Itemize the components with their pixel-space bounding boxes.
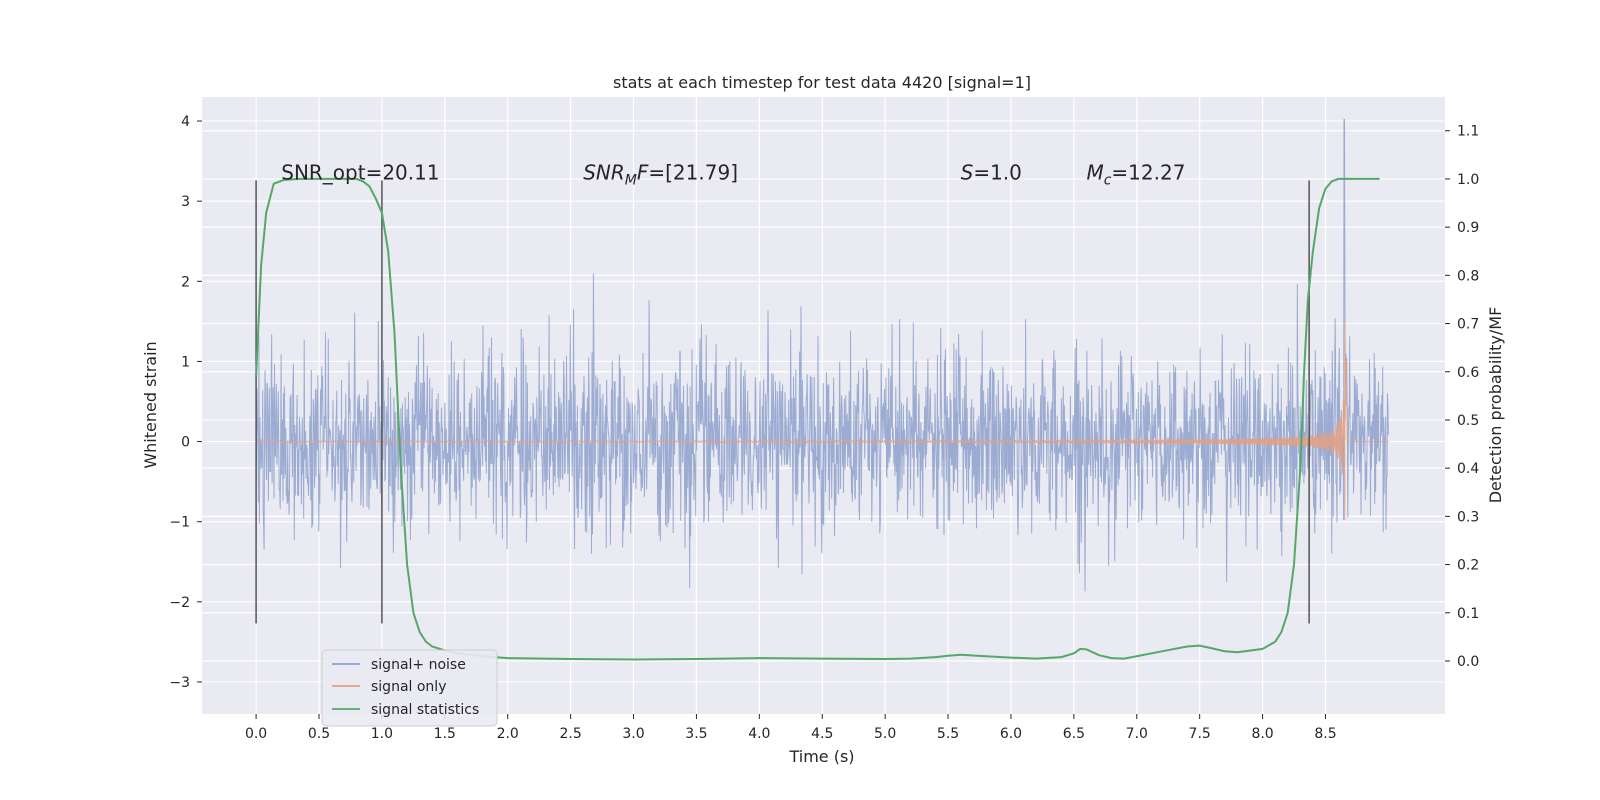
- x-tick-label: 2.5: [559, 726, 581, 742]
- x-tick-label: 1.5: [434, 726, 456, 742]
- x-tick-label: 7.0: [1126, 726, 1148, 742]
- x-tick-label: 8.5: [1314, 726, 1336, 742]
- y-tick-label: 4: [181, 114, 190, 130]
- signal-noise-line: [255, 118, 1389, 592]
- y2-tick-label: 0.5: [1457, 413, 1479, 429]
- x-tick-label: 0.0: [245, 726, 267, 742]
- x-axis-ticks: 0.0 0.5 1.0 1.5 2.0 2.5 3.0 3.5 4.0 4.5 5.0 5.5 6.0 6…: [245, 714, 1337, 742]
- y-tick-label: 1: [181, 354, 190, 370]
- x-tick-label: 7.5: [1189, 726, 1211, 742]
- annotation-snr-mf: SNRMF=[21.79]: [583, 161, 738, 189]
- legend-label-signal-noise: signal+ noise: [371, 657, 466, 673]
- x-tick-label: 4.0: [748, 726, 770, 742]
- y-tick-label: −3: [169, 675, 190, 691]
- x-axis-label: Time (s): [788, 747, 854, 766]
- y2-axis-ticks: 0.0 0.1 0.2 0.3 0.4 0.5 0.6 0.7 0.8 0.9 1.0 1.1: [1445, 124, 1479, 670]
- y2-tick-label: 0.8: [1457, 268, 1479, 284]
- y2-tick-label: 1.0: [1457, 172, 1479, 188]
- y2-tick-label: 0.6: [1457, 365, 1479, 381]
- y2-tick-label: 0.4: [1457, 461, 1479, 477]
- vertical-markers: [255, 180, 1310, 624]
- legend: signal+ noise signal only signal statist…: [321, 649, 498, 727]
- x-tick-label: 4.5: [811, 726, 833, 742]
- x-tick-label: 3.0: [622, 726, 644, 742]
- y2-tick-label: 0.7: [1457, 317, 1479, 333]
- signal-noise-series: [255, 118, 1389, 592]
- y2-tick-label: 0.1: [1457, 606, 1479, 622]
- y-tick-label: 3: [181, 194, 190, 210]
- annotation-mc-value: Mc=12.27: [1086, 161, 1185, 189]
- chart-title: stats at each timestep for test data 442…: [613, 73, 1031, 92]
- legend-label-signal-only: signal only: [371, 679, 446, 695]
- y2-tick-label: 0.3: [1457, 509, 1479, 525]
- signal-only-series: [255, 322, 1389, 521]
- x-tick-label: 1.0: [371, 726, 393, 742]
- y2-tick-label: 0.9: [1457, 220, 1479, 236]
- legend-label-signal-statistics: signal statistics: [371, 702, 479, 718]
- annotation-s-value: S=1.0: [961, 161, 1022, 185]
- y2-axis-label: Detection probability/MF: [1486, 307, 1505, 504]
- x-tick-label: 2.0: [497, 726, 519, 742]
- y2-tick-label: 1.1: [1457, 124, 1479, 140]
- y-axis-ticks: −3 −2 −1 0 1 2 3 4: [169, 114, 202, 691]
- annotation-snr-opt: SNR_opt=20.11: [281, 161, 439, 185]
- x-tick-label: 0.5: [308, 726, 330, 742]
- y2-tick-label: 0.0: [1457, 654, 1479, 670]
- annotations: SNR_opt=20.11 SNRMF=[21.79] S=1.0 Mc=12.27: [281, 161, 1185, 189]
- y-tick-label: −2: [169, 595, 190, 611]
- x-tick-label: 3.5: [685, 726, 707, 742]
- signal-only-line: [255, 322, 1389, 521]
- y2-tick-label: 0.2: [1457, 558, 1479, 574]
- x-tick-label: 5.0: [874, 726, 896, 742]
- signal-statistics-series: [255, 177, 1380, 661]
- y-axis-label: Whitened strain: [141, 341, 160, 468]
- x-tick-label: 6.5: [1063, 726, 1085, 742]
- x-tick-label: 5.5: [937, 726, 959, 742]
- y-tick-label: 0: [181, 435, 190, 451]
- legend-box: [321, 649, 498, 727]
- signal-statistics-line: [255, 177, 1380, 661]
- y-tick-label: −1: [169, 515, 190, 531]
- x-tick-label: 8.0: [1251, 726, 1273, 742]
- x-tick-label: 6.0: [1000, 726, 1022, 742]
- y-tick-label: 2: [181, 274, 190, 290]
